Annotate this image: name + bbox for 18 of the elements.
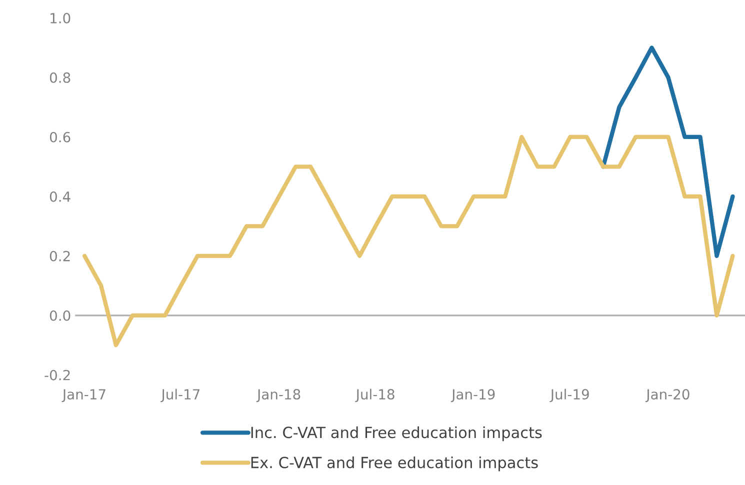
y-tick-label: 0.0: [50, 310, 70, 321]
x-tick-label: Jan-17: [62, 389, 106, 402]
x-tick-label: Jan-19: [450, 389, 495, 402]
line-series: [601, 46, 735, 258]
y-tick-label: 0.2: [50, 250, 70, 262]
x-tick-label: Jul-18: [355, 388, 394, 402]
legend-label: Inc. C-VAT and Free education impacts: [251, 426, 542, 442]
y-tick-label: -0.2: [44, 370, 70, 380]
y-tick-label: 1.0: [50, 12, 70, 24]
line-series: [82, 134, 735, 348]
y-tick-label: 0.6: [50, 132, 70, 142]
y-tick-label: 0.4: [50, 191, 70, 202]
legend-label: Ex. C-VAT and Free education impacts: [251, 456, 538, 472]
x-tick-label: Jan-18: [256, 389, 300, 402]
x-tick-label: Jul-17: [160, 388, 200, 402]
y-tick-label: 0.8: [50, 72, 70, 83]
x-tick-label: Jul-19: [550, 388, 589, 402]
x-tick-label: Jan-20: [645, 389, 690, 402]
